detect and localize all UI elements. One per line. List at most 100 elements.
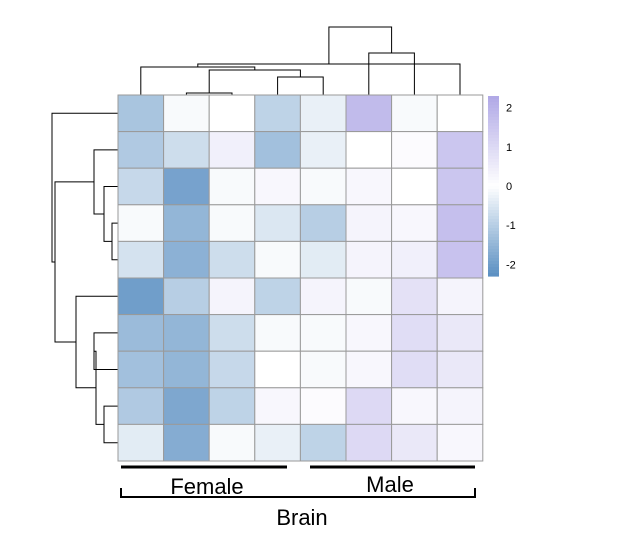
legend-gradient-step <box>488 270 499 274</box>
heatmap-cell <box>163 277 210 316</box>
heatmap-cell <box>208 131 256 169</box>
heatmap-cell <box>391 314 438 352</box>
heatmap-cell <box>163 314 210 352</box>
legend-gradient-step <box>488 249 499 253</box>
heatmap-cell <box>254 277 301 316</box>
heatmap-cell <box>208 204 256 242</box>
heatmap-cell <box>391 423 438 462</box>
heatmap-cell <box>117 277 165 316</box>
legend-gradient-step <box>488 204 499 208</box>
heatmap-cell <box>391 240 438 279</box>
legend-gradient-step <box>488 165 499 169</box>
brain-group-bracket <box>120 488 476 498</box>
legend-gradient-step <box>488 264 499 268</box>
heatmap-cell <box>299 387 347 425</box>
heatmap-cell <box>345 167 393 206</box>
heatmap-cell <box>299 277 347 316</box>
legend-gradient-step <box>488 114 499 118</box>
heatmap-cell <box>208 240 256 279</box>
legend-gradient-step <box>488 228 499 232</box>
legend-gradient-step <box>488 120 499 124</box>
heatmap-cell <box>208 314 256 352</box>
heatmap-cell <box>208 423 256 462</box>
heatmap-cell <box>436 131 484 169</box>
heatmap-cell <box>254 167 301 206</box>
female-group-label: Female <box>170 474 243 499</box>
heatmap-cell <box>254 131 301 169</box>
heatmap-cell <box>436 423 484 462</box>
heatmap-cell <box>254 240 301 279</box>
legend-gradient-step <box>488 231 499 235</box>
legend-tick-label: 1 <box>506 142 512 154</box>
heatmap-cell <box>345 277 393 316</box>
legend-gradient-step <box>488 183 499 187</box>
heatmap-cell <box>436 314 484 352</box>
heatmap-cell <box>299 240 347 279</box>
heatmap-cell <box>299 131 347 169</box>
heatmap-cell <box>163 387 210 425</box>
legend-tick-label: 0 <box>506 181 512 193</box>
legend-gradient-step <box>488 156 499 160</box>
heatmap-cell <box>254 387 301 425</box>
heatmap-cell <box>163 131 210 169</box>
legend-gradient-step <box>488 186 499 190</box>
legend-gradient-step <box>488 144 499 148</box>
heatmap-cell <box>345 387 393 425</box>
heatmap-cell <box>163 204 210 242</box>
heatmap-cell <box>254 94 301 133</box>
heatmap-cell <box>436 94 484 133</box>
row-dendrogram-branch <box>54 181 94 343</box>
legend-gradient-step <box>488 96 499 100</box>
legend-gradient-step <box>488 117 499 121</box>
legend-gradient-step <box>488 147 499 151</box>
legend-gradient-step <box>488 225 499 229</box>
legend-gradient-step <box>488 252 499 256</box>
legend-gradient-step <box>488 198 499 202</box>
legend-gradient-step <box>488 141 499 145</box>
heatmap-cell <box>117 94 165 133</box>
legend-gradient-step <box>488 240 499 244</box>
legend-gradient-step <box>488 201 499 205</box>
row-dendrogram-branch <box>111 222 118 261</box>
legend-gradient-step <box>488 258 499 262</box>
heatmap-cell <box>436 167 484 206</box>
column-dendrogram-branch <box>328 26 393 64</box>
heatmap-cell <box>254 423 301 462</box>
heatmap-cell <box>345 240 393 279</box>
legend-gradient-step <box>488 108 499 112</box>
column-dendrogram-branch <box>197 63 461 95</box>
legend-gradient-step <box>488 267 499 271</box>
heatmap-cell <box>345 314 393 352</box>
legend-gradient-step <box>488 234 499 238</box>
row-dendrogram-branch <box>93 332 118 370</box>
legend-gradient-step <box>488 216 499 220</box>
male-group-label: Male <box>366 472 414 497</box>
legend-gradient-step <box>488 222 499 226</box>
legend-gradient-step <box>488 162 499 166</box>
heatmap-cell <box>208 94 256 133</box>
column-group-annotations: Female Male Brain <box>120 465 476 530</box>
legend-gradient-step <box>488 132 499 136</box>
legend-gradient-step <box>488 246 499 250</box>
legend-gradient-step <box>488 102 499 106</box>
heatmap-cell <box>254 350 301 389</box>
legend-gradient-step <box>488 195 499 199</box>
legend-gradient-step <box>488 168 499 172</box>
heatmap-cell <box>117 350 165 389</box>
legend-gradient-step <box>488 150 499 154</box>
legend-gradient-step <box>488 171 499 175</box>
legend-gradient-step <box>488 111 499 115</box>
heatmap-cells <box>117 94 484 462</box>
legend-gradient-step <box>488 261 499 265</box>
heatmap-cell <box>208 167 256 206</box>
heatmap-cell <box>117 387 165 425</box>
heatmap-cell <box>436 204 484 242</box>
legend-gradient-step <box>488 207 499 211</box>
heatmap-cell <box>163 350 210 389</box>
row-dendrogram-branch <box>93 149 118 215</box>
column-dendrogram <box>140 26 461 95</box>
heatmap-cell <box>345 131 393 169</box>
heatmap-cell <box>208 387 256 425</box>
heatmap-cell <box>391 94 438 133</box>
